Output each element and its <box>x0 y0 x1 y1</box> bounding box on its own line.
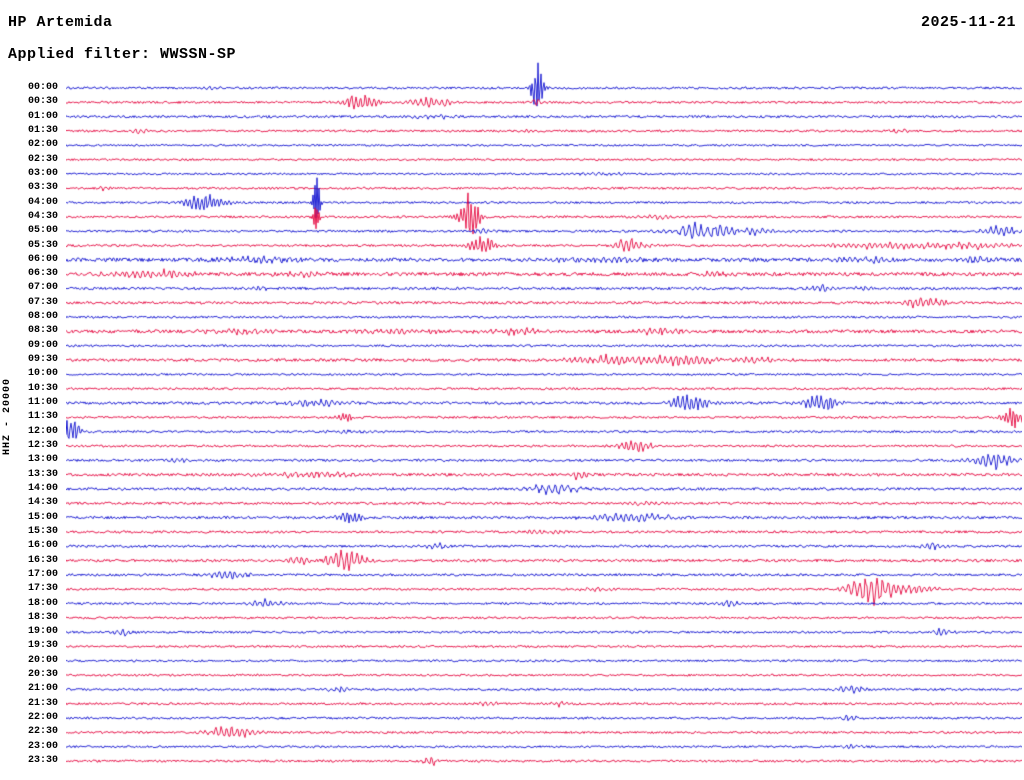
time-label: 14:00 <box>27 482 58 494</box>
time-label: 19:00 <box>27 626 58 638</box>
time-label: 16:00 <box>27 540 58 552</box>
time-label: 20:30 <box>27 669 58 681</box>
time-label: 09:00 <box>27 339 58 351</box>
time-label: 12:00 <box>27 425 58 437</box>
time-label: 14:30 <box>27 497 58 509</box>
time-label: 10:30 <box>27 382 58 394</box>
time-label: 18:00 <box>27 597 58 609</box>
time-label: 13:30 <box>27 468 58 480</box>
time-label: 06:30 <box>27 268 58 280</box>
time-label: 03:30 <box>27 182 58 194</box>
time-label: 11:00 <box>27 397 58 409</box>
time-label: 23:30 <box>27 755 58 767</box>
time-label: 22:30 <box>27 726 58 738</box>
time-label: 02:30 <box>27 153 58 165</box>
time-label: 04:30 <box>27 210 58 222</box>
time-label: 03:00 <box>27 167 58 179</box>
time-label: 00:30 <box>27 96 58 108</box>
time-label: 15:30 <box>27 525 58 537</box>
time-label: 15:00 <box>27 511 58 523</box>
time-label: 06:00 <box>27 253 58 265</box>
time-label: 17:00 <box>27 568 58 580</box>
header: HP Artemida 2025-11-21 <box>8 14 1016 31</box>
time-label: 19:30 <box>27 640 58 652</box>
time-label: 04:00 <box>27 196 58 208</box>
time-label: 02:00 <box>27 139 58 151</box>
time-label: 01:30 <box>27 124 58 136</box>
time-label: 23:00 <box>27 740 58 752</box>
time-label: 18:30 <box>27 611 58 623</box>
date-label: 2025-11-21 <box>920 14 1016 31</box>
time-label: 01:00 <box>27 110 58 122</box>
time-label: 13:00 <box>27 454 58 466</box>
time-label: 00:00 <box>27 82 58 93</box>
time-label: 20:00 <box>27 654 58 666</box>
time-label: 08:30 <box>27 325 58 337</box>
time-axis: 00:00 00:30 01:00 01:30 02:00 02:30 03:00 03:30… <box>0 0 60 780</box>
time-label: 07:30 <box>27 296 58 308</box>
seismogram-canvas <box>66 40 1022 774</box>
time-label: 05:30 <box>27 239 58 251</box>
time-label: 16:30 <box>27 554 58 566</box>
time-label: 08:00 <box>27 311 58 323</box>
time-label: 22:00 <box>27 712 58 724</box>
time-label: 11:30 <box>27 411 58 423</box>
time-label: 10:00 <box>27 368 58 380</box>
time-label: 09:30 <box>27 354 58 366</box>
time-label: 05:00 <box>27 225 58 237</box>
time-label: 12:30 <box>27 440 58 451</box>
time-label: 17:30 <box>27 583 58 595</box>
time-label: 21:30 <box>27 697 58 709</box>
station-title: HP Artemida <box>8 14 113 31</box>
time-label: 21:00 <box>27 683 58 695</box>
time-label: 07:00 <box>27 282 58 294</box>
